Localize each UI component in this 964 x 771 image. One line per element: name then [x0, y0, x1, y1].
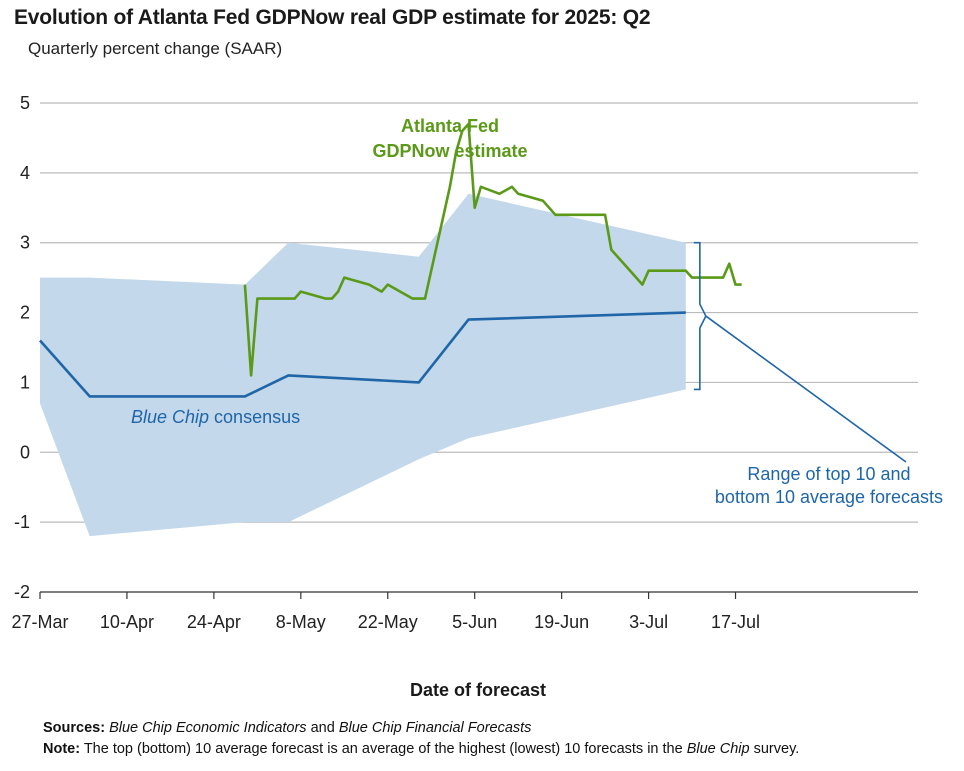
- sources-part2: Blue Chip Financial Forecasts: [338, 720, 532, 736]
- sources-line: Sources: Blue Chip Economic Indicators a…: [43, 718, 799, 739]
- x-tick-label: 8-May: [276, 612, 326, 632]
- x-tick-label: 17-Jul: [711, 612, 760, 632]
- bluechip-annotation-rest: consensus: [209, 407, 300, 427]
- note-italic: Blue Chip: [686, 741, 750, 757]
- y-tick-label: 1: [20, 372, 30, 392]
- bluechip-annotation: Blue Chip consensus: [131, 407, 300, 427]
- y-tick-label: 4: [20, 163, 30, 183]
- y-tick-label: -2: [14, 582, 30, 602]
- gdpnow-annotation-line1: Atlanta Fed: [401, 116, 499, 136]
- y-tick-label: 5: [20, 93, 30, 113]
- x-tick-label: 10-Apr: [100, 612, 154, 632]
- y-tick-label: 0: [20, 442, 30, 462]
- blue-chip-consensus-line: [39, 311, 686, 398]
- note-text: The top (bottom) 10 average forecast is …: [80, 741, 687, 757]
- range-annotation-line2: bottom 10 average forecasts: [715, 487, 943, 507]
- x-tick-label: 3-Jul: [629, 612, 668, 632]
- note-line: Note: The top (bottom) 10 average foreca…: [43, 739, 799, 760]
- gdpnow-annotation-line2: GDPNow estimate: [372, 141, 527, 161]
- sources-part1: Blue Chip Economic Indicators: [109, 720, 307, 736]
- range-pointer-line: [705, 315, 907, 463]
- x-tick-label: 22-May: [358, 612, 418, 632]
- x-tick-label: 5-Jun: [452, 612, 497, 632]
- sources-and: and: [306, 720, 339, 736]
- forecast-range-band: [40, 193, 686, 537]
- chart-subtitle: Quarterly percent change (SAAR): [28, 39, 283, 58]
- x-axis-ticks: 27-Mar 10-Apr 24-Apr 8-May 22-May 5-Jun 19-Jun…: [11, 592, 760, 632]
- x-tick-label: 19-Jun: [534, 612, 589, 632]
- range-bracket-shape: [693, 241, 707, 391]
- y-axis-tick-labels: -2 -1 0 1 2 3 4 5: [14, 93, 30, 602]
- y-tick-label: 2: [20, 303, 30, 323]
- range-annotation-line1: Range of top 10 and: [747, 464, 910, 484]
- bluechip-annotation-italic: Blue Chip: [131, 407, 209, 427]
- y-tick-label: -1: [14, 512, 30, 532]
- gdpnow-estimate-line: [243, 122, 742, 377]
- sources-label: Sources:: [43, 720, 106, 736]
- note-label: Note:: [43, 741, 81, 757]
- y-tick-label: 3: [20, 233, 30, 253]
- chart-title: Evolution of Atlanta Fed GDPNow real GDP…: [14, 6, 651, 29]
- x-axis-title: Date of forecast: [409, 680, 547, 700]
- range-bracket: [693, 241, 907, 463]
- x-tick-label: 27-Mar: [11, 612, 68, 632]
- x-tick-label: 24-Apr: [187, 612, 241, 632]
- chart-notes: Sources: Blue Chip Economic Indicators a…: [43, 718, 799, 760]
- note-end: survey.: [749, 741, 800, 757]
